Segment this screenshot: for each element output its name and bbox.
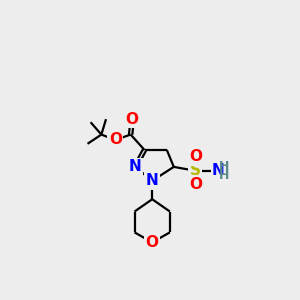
Text: O: O [189,149,202,164]
Text: O: O [189,177,202,192]
Text: H: H [219,160,229,173]
Text: O: O [146,235,159,250]
Text: O: O [109,132,122,147]
Text: N: N [129,159,142,174]
Text: N: N [211,163,224,178]
Text: N: N [146,173,159,188]
Text: O: O [126,112,139,127]
Text: S: S [190,163,201,178]
Text: H: H [219,169,229,182]
